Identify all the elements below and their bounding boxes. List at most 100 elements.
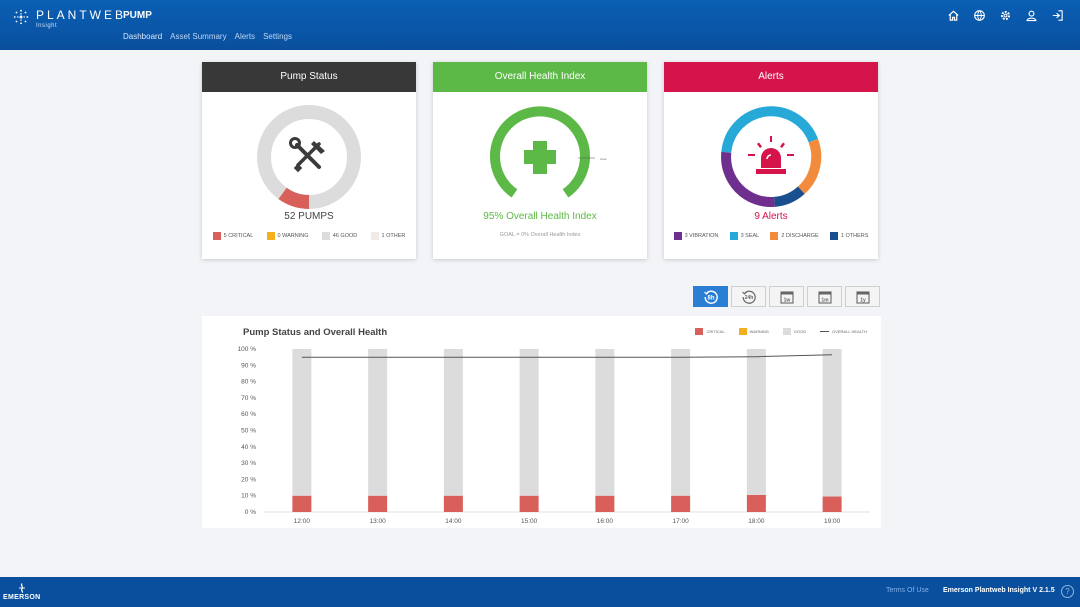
footer: EMERSON Terms Of Use Emerson Plantweb In… <box>0 577 1080 607</box>
time-button-24h[interactable]: 24h <box>731 286 766 307</box>
legend-other[interactable]: 1 OTHER <box>370 232 406 240</box>
chart-legend-good[interactable]: GOOD <box>782 328 806 335</box>
pump-status-title: Pump Status <box>202 62 416 92</box>
chart-legend-warning[interactable]: WARNING <box>738 328 769 335</box>
swatch-vibration <box>673 232 682 240</box>
legend-seal[interactable]: 3 SEAL <box>729 232 760 240</box>
x-tick-label: 15:00 <box>521 518 538 525</box>
user-icon[interactable] <box>1025 9 1038 22</box>
terms-of-use-link[interactable]: Terms Of Use <box>886 587 929 594</box>
time-button-8h-label: 8h <box>707 295 714 301</box>
bar-good <box>671 349 691 496</box>
legend-vibration[interactable]: 3 VIBRATION <box>673 232 718 240</box>
chart-legend-overall-health-label: OVERALL HEALTH <box>832 329 867 334</box>
version-label: Emerson Plantweb Insight V 2.1.5 <box>943 587 1055 594</box>
x-tick-label: 13:00 <box>369 518 386 525</box>
emerson-logo[interactable]: EMERSON <box>3 583 41 601</box>
logout-icon[interactable] <box>1051 9 1064 22</box>
home-icon[interactable] <box>947 9 960 22</box>
legend-others[interactable]: 1 OTHERS <box>829 232 869 240</box>
alerts-legend: 3 VIBRATION 3 SEAL 2 DISCHARGE 1 OTHERS <box>664 232 878 240</box>
bar-good <box>368 349 388 496</box>
chart-legend-critical-label: CRITICAL <box>706 329 725 334</box>
y-tick-label: 100 % <box>238 346 257 353</box>
calendar-year-icon: 1y <box>855 290 870 304</box>
legend-warning-label: 0 WARNING <box>277 233 309 239</box>
bar-critical <box>671 495 691 512</box>
bar-good <box>443 349 463 496</box>
chart-legend-critical[interactable]: CRITICAL <box>695 328 725 335</box>
nav-alerts[interactable]: Alerts <box>234 32 256 41</box>
bar-critical <box>595 495 615 512</box>
legend-warning[interactable]: 0 WARNING <box>266 232 309 240</box>
bar-critical <box>519 495 539 512</box>
swatch-other <box>370 232 379 240</box>
plantweb-logo-icon <box>13 9 29 25</box>
tools-icon <box>289 137 325 173</box>
y-tick-label: 70 % <box>241 395 256 402</box>
gear-icon[interactable] <box>999 9 1012 22</box>
chart-legend-overall-health[interactable]: OVERALL HEALTH <box>820 328 867 335</box>
health-cross-icon <box>524 141 556 174</box>
chart-title: Pump Status and Overall Health <box>243 327 388 338</box>
time-button-1w-label: 1w <box>783 297 790 303</box>
goal-tick-label: Goal <box>600 157 607 161</box>
swatch-others <box>829 232 838 240</box>
x-tick-label: 14:00 <box>445 518 462 525</box>
top-header: PLANTWEB Insight PUMP Dashboard Asset Su… <box>0 0 1080 50</box>
y-tick-label: 80 % <box>241 379 256 386</box>
history-8h-icon: 8h <box>703 290 718 304</box>
y-tick-label: 30 % <box>241 460 256 467</box>
health-value-label: 95% Overall Health Index <box>483 211 597 222</box>
logo-text: PLANTWEB <box>36 8 127 22</box>
alerts-total-label: 9 Alerts <box>754 211 788 222</box>
time-button-1w[interactable]: 1w <box>769 286 804 307</box>
time-button-1y[interactable]: 1y <box>845 286 880 307</box>
x-tick-label: 19:00 <box>824 518 841 525</box>
time-button-1m[interactable]: 1m <box>807 286 842 307</box>
health-index-card[interactable]: Overall Health Index Goal 95% Overall He… <box>433 62 647 259</box>
y-tick-label: 10 % <box>241 493 256 500</box>
swatch-critical <box>212 232 221 240</box>
chart-swatch-good <box>782 328 791 335</box>
legend-critical-label: 5 CRITICAL <box>223 233 254 239</box>
pump-health-chart: 0 % 10 % 20 % 30 % 40 % 50 % 60 % 70 % 80 % 90 % 1… <box>238 346 870 525</box>
y-tick-label: 20 % <box>241 476 256 483</box>
globe-icon[interactable] <box>973 9 986 22</box>
y-tick-label: 40 % <box>241 444 256 451</box>
help-icon[interactable]: ? <box>1061 585 1074 598</box>
chart-swatch-warning <box>738 328 747 335</box>
legend-good-label: 46 GOOD <box>332 233 358 239</box>
pump-status-card[interactable]: Pump Status 52 PUMPS 5 CRITICAL 0 WARNIN… <box>202 62 416 259</box>
legend-other-label: 1 OTHER <box>381 233 406 239</box>
nav-settings[interactable]: Settings <box>263 32 292 41</box>
legend-others-label: 1 OTHERS <box>840 233 869 239</box>
main-nav: Dashboard Asset Summary Alerts Settings <box>123 32 292 41</box>
chart-swatch-critical <box>695 328 704 335</box>
emerson-logo-icon <box>18 583 25 593</box>
legend-good[interactable]: 46 GOOD <box>321 232 358 240</box>
legend-seal-label: 3 SEAL <box>740 233 760 239</box>
chart-swatch-overall-health <box>820 331 830 332</box>
x-tick-label: 17:00 <box>672 518 689 525</box>
time-button-8h[interactable]: 8h <box>693 286 728 307</box>
header-icons <box>947 9 1064 22</box>
legend-discharge[interactable]: 2 DISCHARGE <box>770 232 819 240</box>
health-index-title: Overall Health Index <box>433 62 647 92</box>
alerts-card[interactable]: Alerts 9 Alerts 3 VIBRATION 3 SEAL 2 DIS… <box>664 62 878 259</box>
alerts-title: Alerts <box>664 62 878 92</box>
legend-critical[interactable]: 5 CRITICAL <box>212 232 254 240</box>
calendar-month-icon: 1m <box>817 290 832 304</box>
nav-asset-summary[interactable]: Asset Summary <box>170 32 227 41</box>
pump-status-legend: 5 CRITICAL 0 WARNING 46 GOOD 1 OTHER <box>202 232 416 240</box>
pump-status-donut <box>257 105 361 209</box>
bar-critical <box>822 496 842 512</box>
calendar-week-icon: 1w <box>779 290 794 304</box>
legend-discharge-label: 2 DISCHARGE <box>781 233 819 239</box>
donut-segment-others <box>773 186 805 207</box>
y-tick-label: 60 % <box>241 411 256 418</box>
time-range-buttons: 8h 24h 1w 1m 1y <box>693 286 880 307</box>
plantweb-logo[interactable]: PLANTWEB Insight <box>12 6 126 29</box>
time-button-24h-label: 24h <box>744 295 753 301</box>
nav-dashboard[interactable]: Dashboard <box>123 32 163 41</box>
